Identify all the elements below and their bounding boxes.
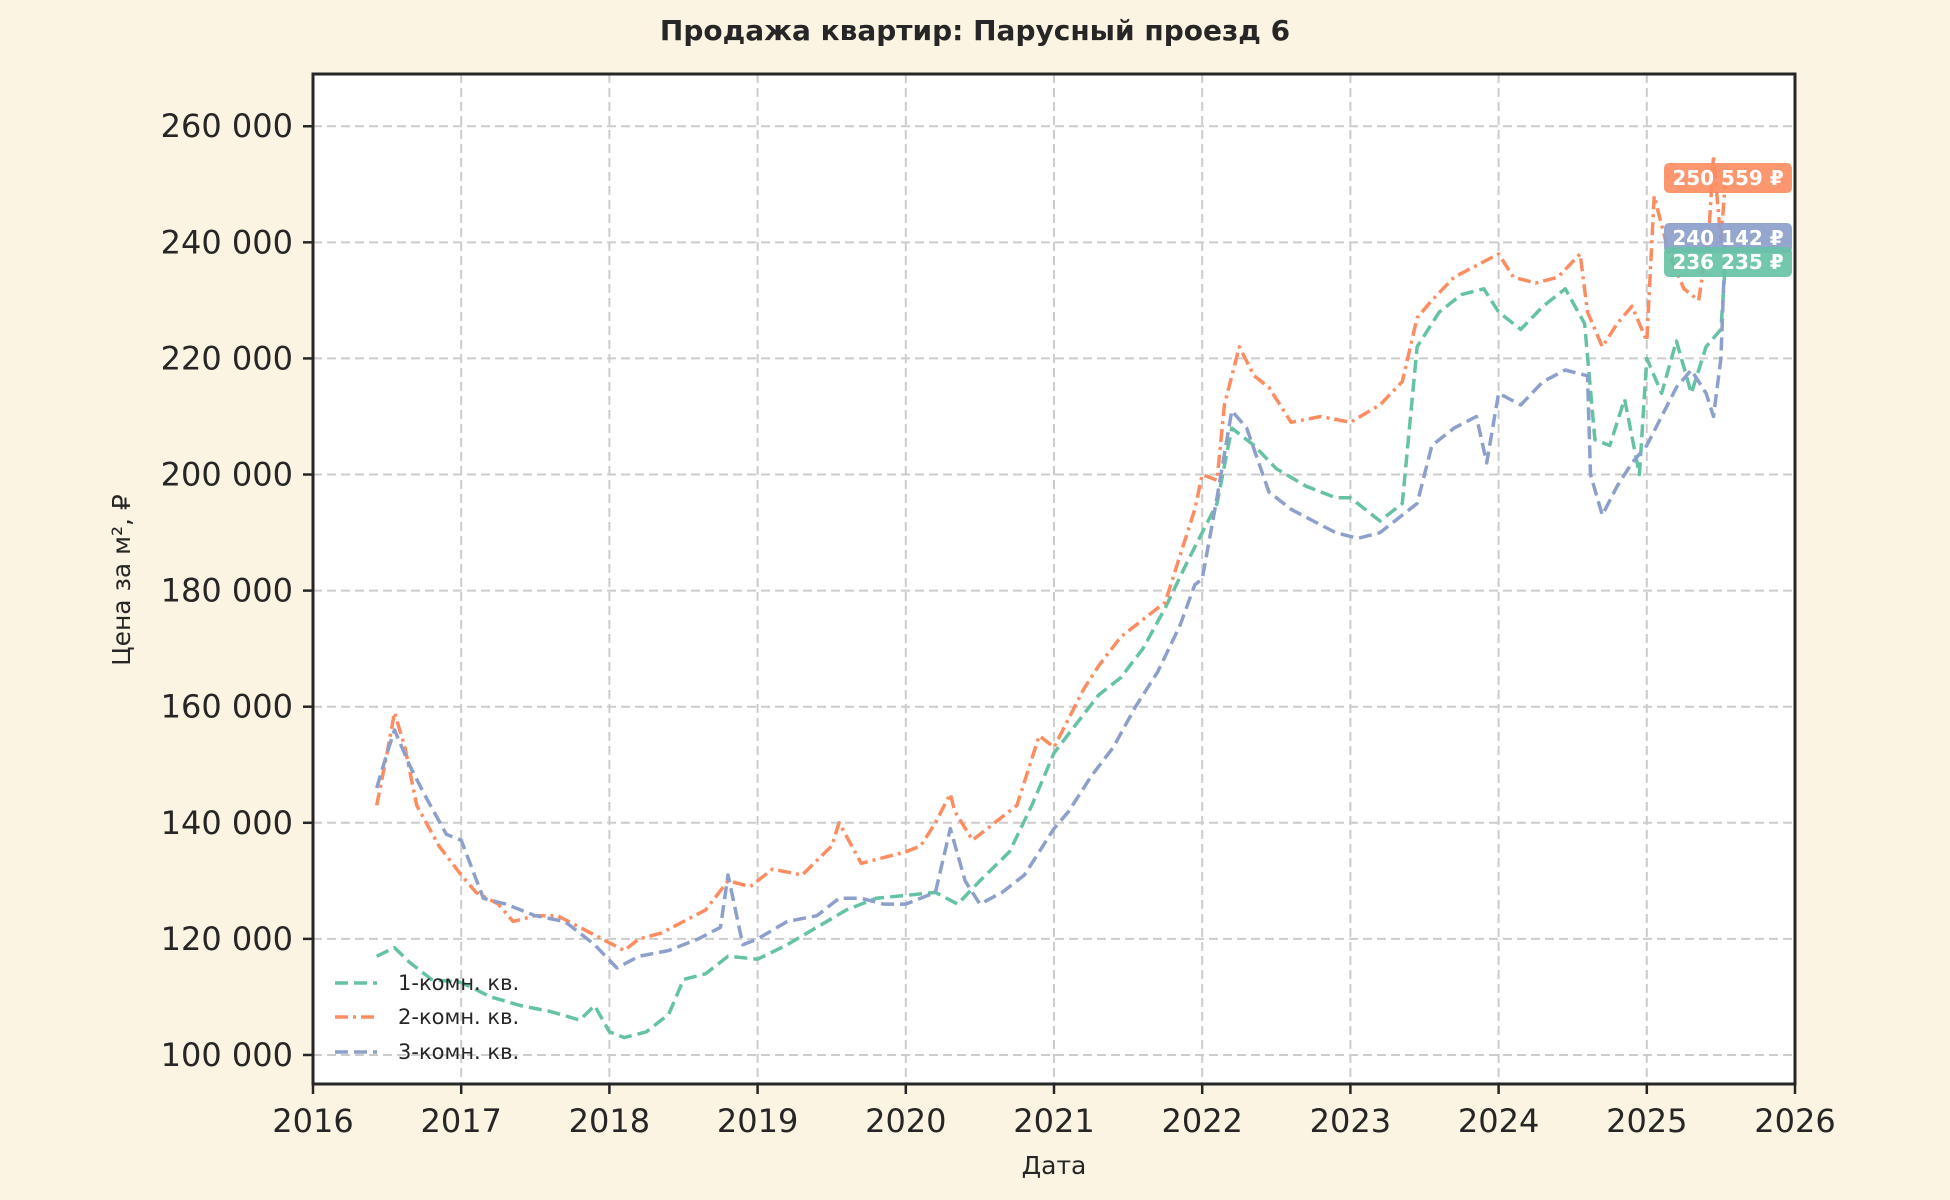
x-tick-label: 2025 [1606, 1102, 1687, 1140]
end-value-text: 240 142 ₽ [1672, 226, 1783, 250]
chart-title: Продажа квартир: Парусный проезд 6 [660, 14, 1290, 47]
end-value-text: 250 559 ₽ [1672, 166, 1783, 190]
x-tick-label: 2024 [1458, 1102, 1539, 1140]
series-line-1 [375, 264, 1728, 1040]
y-tick-label: 120 000 [161, 920, 293, 958]
series-end-labels: 240 142 ₽236 235 ₽ 250 559 ₽ [1664, 163, 1792, 277]
x-tick-label: 2026 [1754, 1102, 1835, 1140]
legend: 1-комн. кв. 2-комн. кв. 3-комн. кв. [335, 971, 519, 1064]
x-tick-label: 2022 [1161, 1102, 1242, 1140]
legend-label-3room: 3-комн. кв. [398, 1040, 519, 1064]
end-value-badge [1664, 223, 1792, 253]
x-axis-ticks: 2016 2017 2018 2019 2020 2021 2022 2023 2024 2025… [272, 1084, 1836, 1140]
end-value-badge [1664, 163, 1792, 193]
x-tick-label: 2020 [865, 1102, 946, 1140]
x-axis-label: Дата [1022, 1151, 1087, 1180]
series-line-3 [375, 241, 1728, 970]
end-value-label-2: 250 559 ₽ [1664, 163, 1792, 193]
y-tick-label: 160 000 [161, 688, 293, 726]
y-tick-label: 100 000 [161, 1036, 293, 1074]
legend-label-1room: 1-комн. кв. [398, 971, 519, 995]
y-tick-label: 240 000 [161, 223, 293, 261]
end-value-badge [1664, 247, 1792, 277]
y-axis-ticks: 100 000 120 000 140 000 160 000 180 000 200 0… [161, 107, 313, 1074]
y-tick-label: 260 000 [161, 107, 293, 145]
y-tick-label: 200 000 [161, 456, 293, 494]
x-tick-label: 2018 [569, 1102, 650, 1140]
x-tick-label: 2016 [272, 1102, 353, 1140]
y-gridlines [313, 125, 1795, 1056]
x-tick-label: 2021 [1013, 1102, 1094, 1140]
x-tick-label: 2023 [1310, 1102, 1391, 1140]
end-value-label-1: 236 235 ₽ [1664, 247, 1792, 277]
y-tick-label: 180 000 [161, 572, 293, 610]
y-axis-label: Цена за м², ₽ [107, 494, 136, 666]
legend-label-2room: 2-комн. кв. [398, 1005, 519, 1029]
series-lines [374, 153, 1728, 1040]
end-value-label-3: 240 142 ₽ [1664, 223, 1792, 253]
end-value-text: 236 235 ₽ [1672, 250, 1783, 274]
y-tick-label: 220 000 [161, 339, 293, 377]
series-line-2 [374, 153, 1728, 953]
x-tick-label: 2019 [717, 1102, 798, 1140]
y-tick-label: 140 000 [161, 804, 293, 842]
x-tick-label: 2017 [420, 1102, 501, 1140]
